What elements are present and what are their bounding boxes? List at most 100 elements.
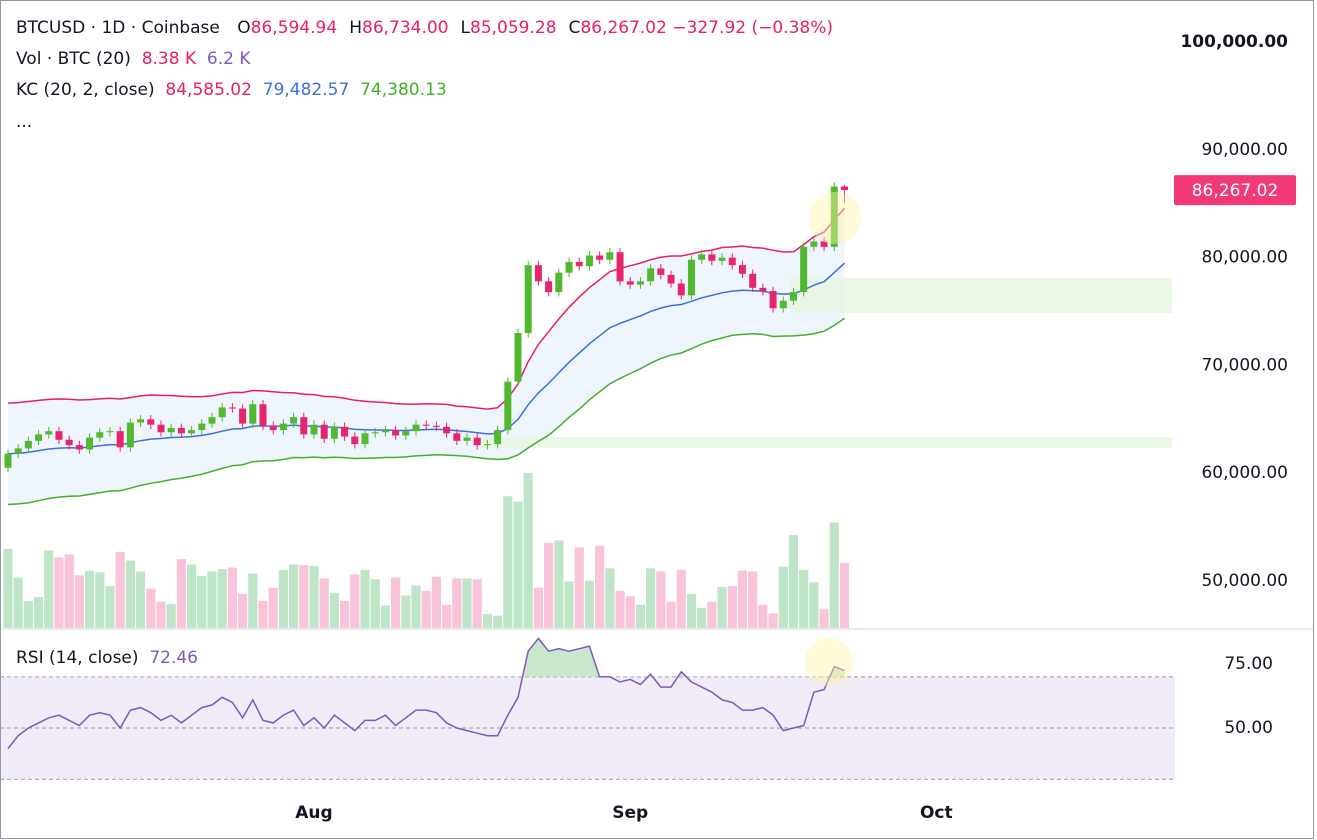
candle-body bbox=[208, 417, 216, 424]
candle-body bbox=[24, 440, 32, 449]
candle-body bbox=[810, 241, 818, 247]
volume-bar bbox=[166, 603, 176, 628]
candle-body bbox=[443, 426, 451, 434]
candle-body bbox=[657, 268, 665, 275]
volume-bar bbox=[513, 501, 523, 628]
x-tick-label: Aug bbox=[295, 803, 332, 823]
ohlc-value: 86,734.00 bbox=[362, 18, 449, 38]
volume-bar bbox=[3, 548, 13, 628]
volume-bar bbox=[697, 607, 707, 628]
volume-last: 8.38 K bbox=[141, 49, 197, 69]
candle-body bbox=[290, 417, 298, 424]
volume-bar bbox=[105, 586, 115, 628]
volume-bar bbox=[544, 542, 554, 628]
candle-body bbox=[616, 252, 624, 282]
candle-body bbox=[218, 407, 226, 418]
candle-body bbox=[422, 424, 430, 426]
candle-body bbox=[749, 273, 757, 288]
volume-bar bbox=[340, 600, 350, 628]
candle-body bbox=[86, 437, 94, 450]
volume-bar bbox=[95, 572, 105, 628]
candle-body bbox=[371, 432, 379, 434]
channel-line bbox=[7, 317, 845, 506]
candle-body bbox=[432, 425, 440, 427]
candle-body bbox=[718, 257, 726, 261]
candle-body bbox=[545, 281, 553, 293]
rsi-title: RSI (14, close) bbox=[16, 648, 139, 668]
candle-body bbox=[738, 265, 746, 274]
volume-legend: Vol · BTC (20) 8.38 K 6.2 K bbox=[16, 49, 251, 69]
back-layer bbox=[0, 208, 1175, 780]
candle-body bbox=[647, 268, 655, 282]
volume-bar bbox=[44, 550, 54, 628]
volume-bar bbox=[217, 569, 227, 628]
candle-body bbox=[473, 437, 481, 446]
candle-body bbox=[698, 254, 706, 260]
candle-body bbox=[565, 261, 573, 273]
volume-bar bbox=[737, 570, 748, 628]
candle-body bbox=[351, 436, 359, 445]
volume-bar bbox=[778, 566, 788, 628]
candle-body bbox=[320, 424, 328, 439]
zone bbox=[790, 278, 1172, 313]
candle-body bbox=[412, 424, 420, 432]
volume-bar bbox=[13, 577, 23, 628]
candle-body bbox=[769, 291, 777, 309]
volume-bar bbox=[615, 590, 625, 628]
volume-bar bbox=[686, 593, 697, 628]
volume-bar bbox=[646, 568, 656, 628]
volume-bar bbox=[605, 568, 615, 628]
candle-body bbox=[341, 426, 349, 437]
volume-bar bbox=[635, 604, 646, 628]
volume-bar bbox=[625, 596, 635, 628]
ohlc-key: L bbox=[460, 18, 471, 38]
candle-body bbox=[361, 433, 369, 445]
volume-bar bbox=[329, 593, 340, 628]
price-legend: BTCUSD · 1D · Coinbase O86,594.94 H86,734… bbox=[16, 18, 833, 38]
candle-body bbox=[259, 404, 267, 426]
candle-body bbox=[55, 431, 63, 440]
candle-body bbox=[575, 261, 583, 267]
zone bbox=[480, 437, 1172, 448]
rsi-line bbox=[7, 637, 845, 749]
volume-bar bbox=[370, 579, 380, 628]
channel-title: KC (20, 2, close) bbox=[16, 80, 155, 100]
volume-bar bbox=[84, 570, 95, 628]
volume-bar bbox=[421, 590, 431, 628]
more[interactable]: ... bbox=[16, 112, 33, 132]
volume-bar bbox=[676, 569, 686, 628]
highlight bbox=[805, 638, 853, 686]
volume-bar bbox=[54, 557, 64, 628]
candle-body bbox=[708, 254, 716, 261]
candle-body bbox=[840, 186, 848, 191]
volume-bar bbox=[819, 609, 829, 628]
candle-body bbox=[789, 292, 797, 301]
channel-line bbox=[7, 207, 846, 410]
candle-body bbox=[137, 419, 145, 423]
x-tick-label: Sep bbox=[612, 803, 648, 823]
volume-bar bbox=[431, 576, 442, 628]
candle-body bbox=[96, 432, 104, 438]
channel-lower: 74,380.13 bbox=[360, 80, 447, 100]
channel-fill bbox=[8, 208, 845, 505]
last-price-box bbox=[1174, 175, 1296, 206]
candle-body bbox=[269, 425, 277, 431]
candle-body bbox=[779, 300, 787, 309]
candle-body bbox=[759, 287, 767, 292]
candle-body bbox=[514, 333, 522, 382]
volume-bar bbox=[23, 600, 33, 628]
volume-bar bbox=[788, 534, 799, 628]
volume-bar bbox=[309, 565, 319, 628]
candle-body bbox=[147, 419, 155, 425]
volume-bar bbox=[472, 579, 482, 628]
candle-body bbox=[626, 281, 634, 285]
candle-body bbox=[228, 407, 236, 409]
rsi-last: 72.46 bbox=[149, 648, 198, 668]
volume-bar bbox=[839, 563, 850, 628]
volume-bar bbox=[554, 540, 564, 628]
volume-bar bbox=[595, 545, 605, 628]
candle-body bbox=[249, 404, 257, 424]
candle-body bbox=[667, 274, 675, 284]
volume-bar bbox=[115, 552, 125, 628]
